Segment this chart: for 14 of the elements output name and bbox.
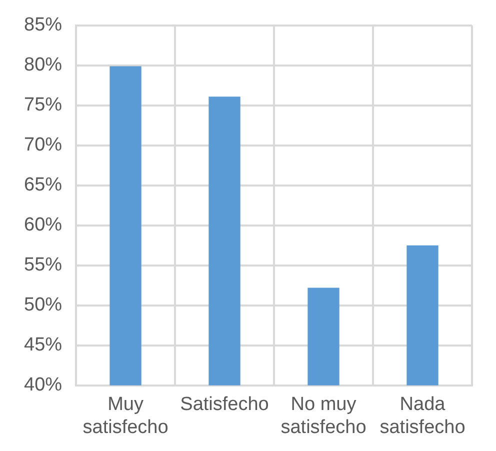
- y-tick-label: 45%: [24, 334, 62, 356]
- x-tick-label: Satisfecho: [180, 394, 269, 416]
- y-tick-label: 65%: [24, 174, 62, 196]
- y-tick-label: 60%: [24, 214, 62, 236]
- y-tick-label: 70%: [24, 134, 62, 156]
- y-tick-label: 85%: [24, 14, 62, 36]
- x-tick-label: No muy satisfecho: [280, 394, 366, 438]
- x-tick-label: Nada satisfecho: [380, 394, 466, 438]
- y-tick-label: 80%: [24, 54, 62, 76]
- y-tick-label: 75%: [24, 94, 62, 116]
- y-tick-label: 40%: [24, 374, 62, 396]
- y-tick-label: 55%: [24, 254, 62, 276]
- y-tick-label: 50%: [24, 294, 62, 316]
- x-tick-label: Muy satisfecho: [82, 394, 168, 438]
